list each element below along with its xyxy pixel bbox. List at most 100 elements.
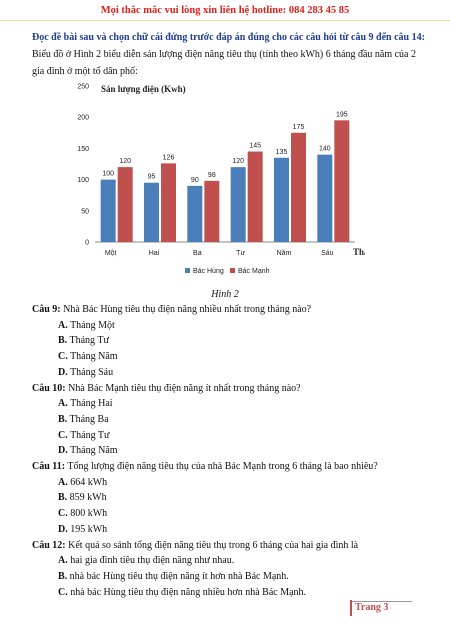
option-text: hai gia đình tiêu thụ điện năng như nhau… [70, 555, 235, 567]
data-label: 145 [249, 143, 261, 150]
question: Câu 9: Nhà Bác Hùng tiêu thụ điện năng n… [32, 304, 432, 315]
x-tick-label: Hai [149, 250, 160, 257]
option-letter: A. [58, 398, 68, 410]
option: B. Tháng Tư [58, 335, 428, 346]
option-letter: C. [58, 508, 68, 520]
option: B. 859 kWh [58, 492, 428, 503]
option: C. Tháng Năm [58, 351, 428, 362]
option-text: 800 kWh [70, 508, 108, 520]
option-letter: B. [58, 413, 68, 425]
option: A. hai gia đình tiêu thụ điện năng như n… [58, 555, 428, 566]
bar [144, 182, 159, 242]
option-letter: A. [58, 555, 68, 567]
option-text: 664 kWh [70, 476, 108, 488]
option: B. Tháng Ba [58, 414, 428, 425]
data-label: 120 [232, 158, 244, 165]
question-label: Câu 10: [32, 382, 66, 394]
option-text: Tháng Một [70, 319, 115, 331]
bar [247, 151, 263, 242]
legend-swatch [185, 268, 190, 273]
header-rule [0, 20, 450, 21]
data-label: 195 [336, 111, 348, 118]
data-label: 175 [293, 124, 305, 131]
data-label: 120 [119, 158, 131, 165]
option: D. Tháng Năm [58, 445, 428, 456]
option-text: Tháng Ba [69, 413, 109, 425]
x-tick-label: Ba [193, 250, 202, 257]
option: A. Tháng Một [58, 320, 428, 331]
footer-rule [352, 601, 412, 602]
question-text: Kết quả so sánh tổng điện năng tiêu thụ … [68, 539, 359, 551]
legend-label: Bác Mạnh [238, 268, 270, 275]
data-label: 100 [102, 171, 114, 178]
y-tick-label: 200 [77, 115, 89, 122]
legend-label: Bác Hùng [193, 268, 224, 275]
question: Câu 10: Nhà Bác Mạnh tiêu thụ điện năng … [32, 383, 432, 394]
x-tick-label: Năm [277, 250, 292, 257]
option: D. 195 kWh [58, 524, 428, 535]
option-letter: B. [58, 570, 68, 582]
question: Câu 11: Tổng lượng điện năng tiêu thụ củ… [32, 461, 432, 472]
x-tick-label: Tư [236, 250, 245, 257]
option-text: 195 kWh [70, 523, 108, 535]
bar [204, 180, 220, 242]
question-text: Nhà Bác Mạnh tiêu thụ điện năng ít nhất … [68, 382, 301, 394]
option-letter: D. [58, 523, 68, 535]
bar [117, 167, 133, 242]
data-label: 90 [191, 177, 199, 184]
y-tick-label: 50 [81, 208, 89, 215]
option-letter: D. [58, 366, 68, 378]
footer-bar [350, 600, 352, 616]
option-letter: B. [58, 492, 68, 504]
bar [187, 185, 203, 242]
x-axis-label: Tháng [353, 247, 365, 257]
question-text: Tổng lượng điện năng tiêu thụ của nhà Bá… [67, 461, 378, 472]
bar [317, 154, 333, 242]
question-text: Nhà Bác Hùng tiêu thụ điện năng nhiều nh… [63, 304, 312, 315]
data-label: 140 [319, 146, 331, 153]
bar [291, 132, 306, 242]
option-text: nhà bác Hùng tiêu thụ điện năng nhiều hơ… [70, 586, 307, 598]
bar [230, 167, 246, 242]
option-letter: B. [58, 335, 68, 347]
option-letter: C. [58, 351, 68, 363]
x-tick-label: Sáu [321, 250, 334, 257]
chart-title: Sản lượng điện (Kwh) [101, 84, 186, 94]
bar [334, 120, 350, 242]
bar [274, 157, 289, 242]
y-tick-label: 0 [85, 240, 89, 247]
option-letter: C. [58, 429, 68, 441]
option: C. Tháng Tư [58, 430, 428, 441]
chart: 0 50 100 150 200 250 Sản lượng điện (Kwh) Tháng… [77, 84, 365, 276]
option: A. 664 kWh [58, 477, 428, 488]
option-letter: A. [58, 476, 68, 488]
question: Câu 12: Kết quả so sánh tổng điện năng t… [32, 540, 432, 551]
option-letter: D. [58, 445, 68, 457]
data-label: 135 [276, 149, 288, 156]
option: B. nhà bác Hùng tiêu thụ điện năng ít hơ… [58, 571, 428, 582]
legend-swatch [230, 268, 235, 273]
option: C. 800 kWh [58, 508, 428, 519]
option-text: Tháng Hai [70, 398, 113, 410]
question-label: Câu 11: [32, 461, 66, 472]
data-label: 95 [148, 174, 156, 181]
option: A. Tháng Hai [58, 398, 428, 409]
y-tick-label: 250 [77, 84, 89, 91]
question-label: Câu 9: [32, 304, 61, 315]
option-text: Tháng Sáu [70, 366, 114, 378]
instruction: Đọc đề bài sau và chọn chữ cái đứng trướ… [32, 32, 425, 43]
option-text: Tháng Năm [70, 351, 118, 363]
page-number: Trang 3 [355, 602, 389, 613]
data-label: 98 [208, 172, 216, 179]
option-letter: A. [58, 319, 68, 331]
option-text: 859 kWh [69, 492, 107, 504]
bar [100, 179, 116, 242]
bar [161, 163, 176, 242]
caption: Hình 2 [211, 289, 239, 300]
option-text: nhà bác Hùng tiêu thụ điện năng ít hơn n… [69, 570, 289, 582]
option: D. Tháng Sáu [58, 367, 428, 378]
hotline: Mọi thắc mắc vui lòng xin liên hệ hotlin… [100, 5, 350, 16]
option-text: Tháng Năm [70, 445, 118, 457]
x-tick-label: Một [105, 250, 117, 257]
